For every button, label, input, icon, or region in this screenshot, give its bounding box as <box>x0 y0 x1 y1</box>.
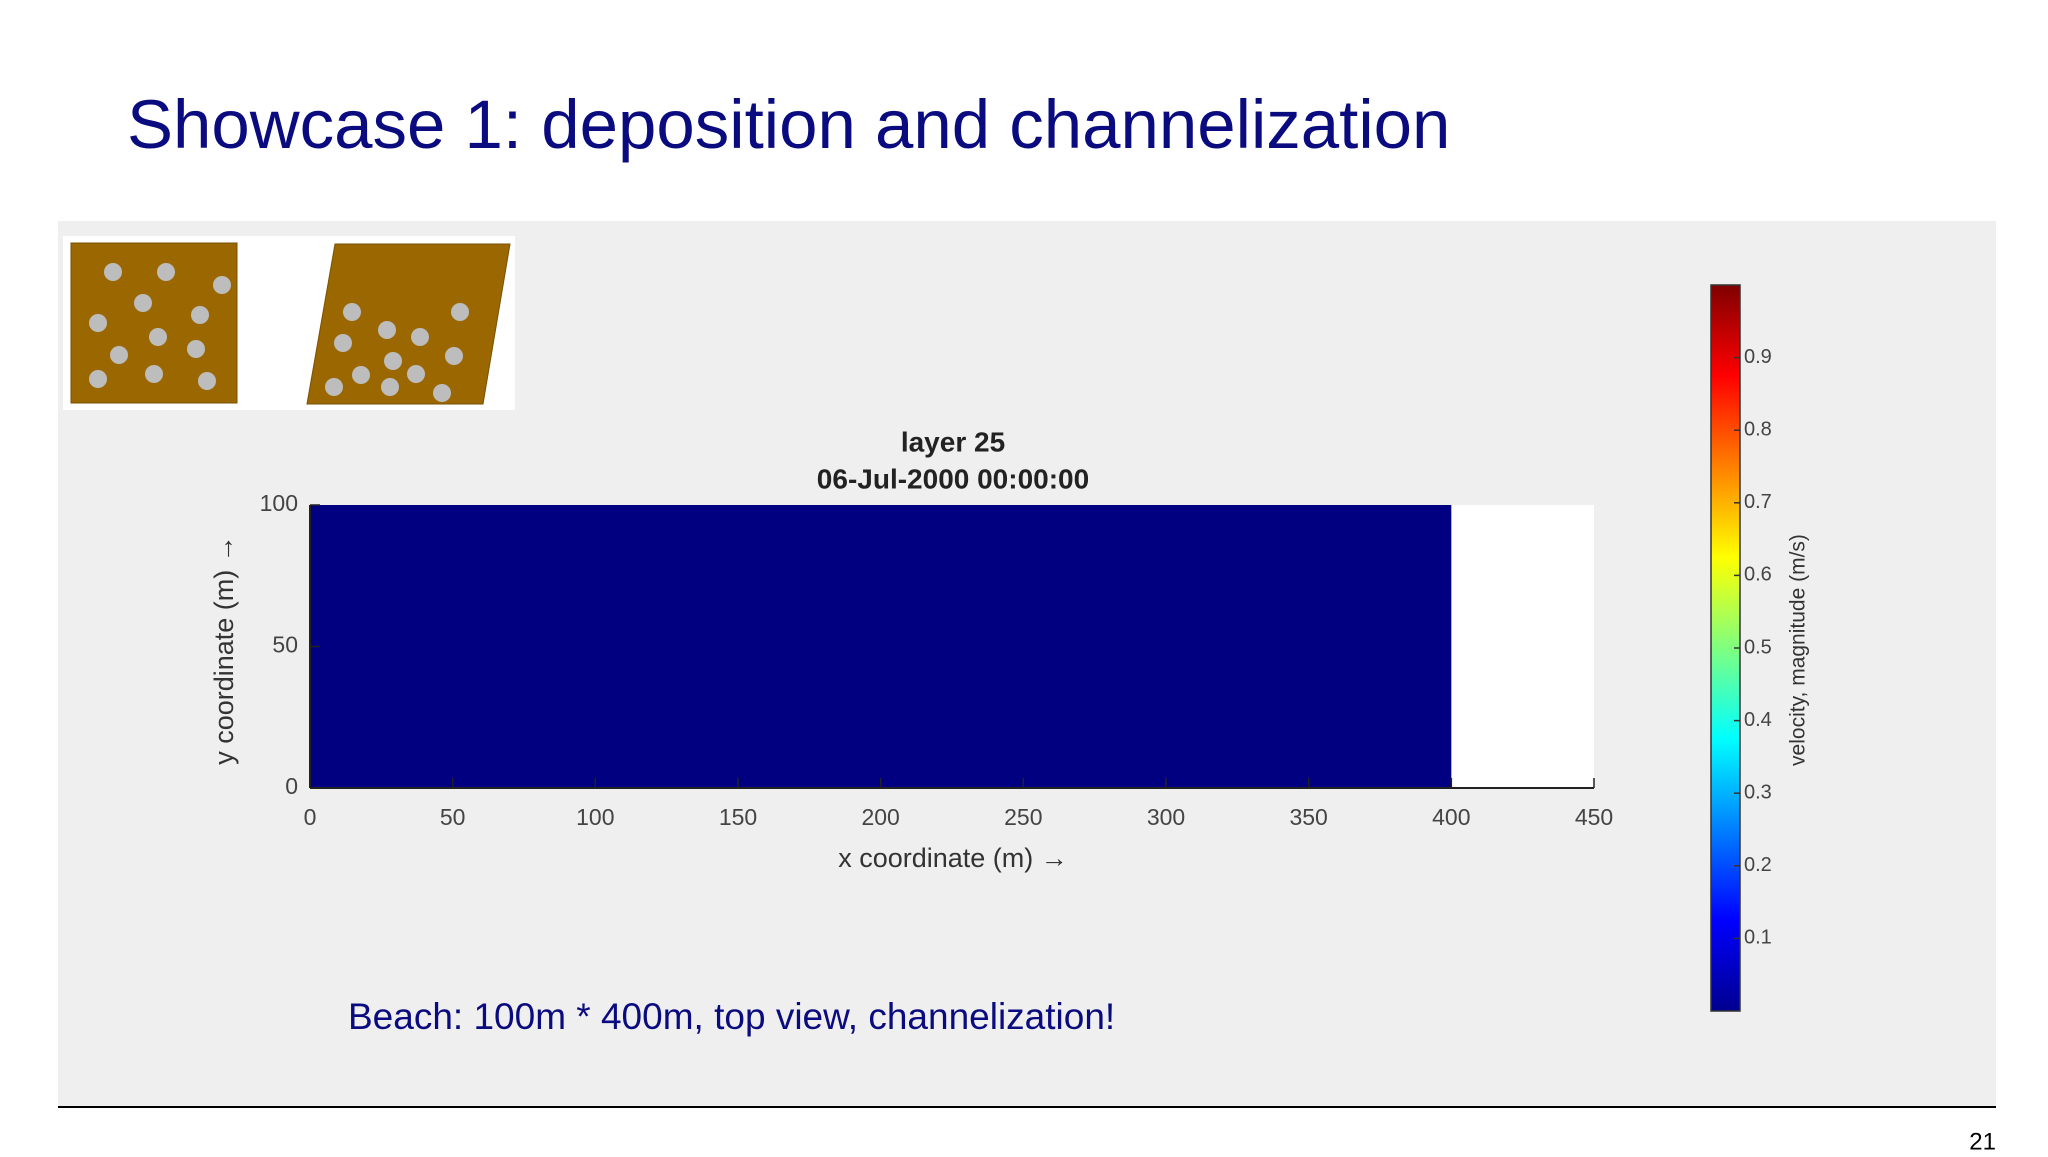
colorbar-label: velocity, magnitude (m/s) <box>1787 534 1810 766</box>
plot-subtitle: 06-Jul-2000 00:00:00 <box>817 463 1089 494</box>
heatmap-cell <box>310 505 1452 788</box>
x-tick-label: 300 <box>1147 804 1185 830</box>
y-axis-label: y coordinate (m) → <box>209 535 239 765</box>
x-tick-label: 400 <box>1432 804 1470 830</box>
x-tick-label: 0 <box>304 804 317 830</box>
page-number: 21 <box>1969 1128 1996 1152</box>
x-tick-label: 200 <box>861 804 899 830</box>
y-tick-label: 0 <box>285 773 298 799</box>
slide-title: Showcase 1: deposition and channelizatio… <box>127 86 1450 163</box>
x-tick-label: 50 <box>440 804 466 830</box>
caption: Beach: 100m * 400m, top view, channeliza… <box>348 996 1115 1037</box>
colorbar-tick-label: 0.9 <box>1744 346 1772 368</box>
thumbnail <box>63 236 515 410</box>
colorbar-tick-label: 0.7 <box>1744 491 1772 513</box>
x-tick-label: 100 <box>576 804 614 830</box>
y-tick-label: 50 <box>272 632 298 658</box>
y-tick-label: 100 <box>260 490 298 516</box>
plot-title: layer 25 <box>901 426 1005 457</box>
x-tick-label: 150 <box>719 804 757 830</box>
x-axis-label: x coordinate (m) → <box>838 843 1068 873</box>
x-tick-label: 250 <box>1004 804 1042 830</box>
colorbar-tick-label: 0.5 <box>1744 636 1772 658</box>
colorbar-tick-label: 0.1 <box>1744 927 1772 949</box>
colorbar-tick-label: 0.8 <box>1744 418 1772 440</box>
x-tick-label: 350 <box>1289 804 1327 830</box>
colorbar-tick-label: 0.6 <box>1744 564 1772 586</box>
x-tick-label: 450 <box>1575 804 1613 830</box>
colorbar-tick-label: 0.2 <box>1744 854 1772 876</box>
colorbar-tick-label: 0.4 <box>1744 709 1772 731</box>
colorbar-tick-label: 0.3 <box>1744 781 1772 803</box>
